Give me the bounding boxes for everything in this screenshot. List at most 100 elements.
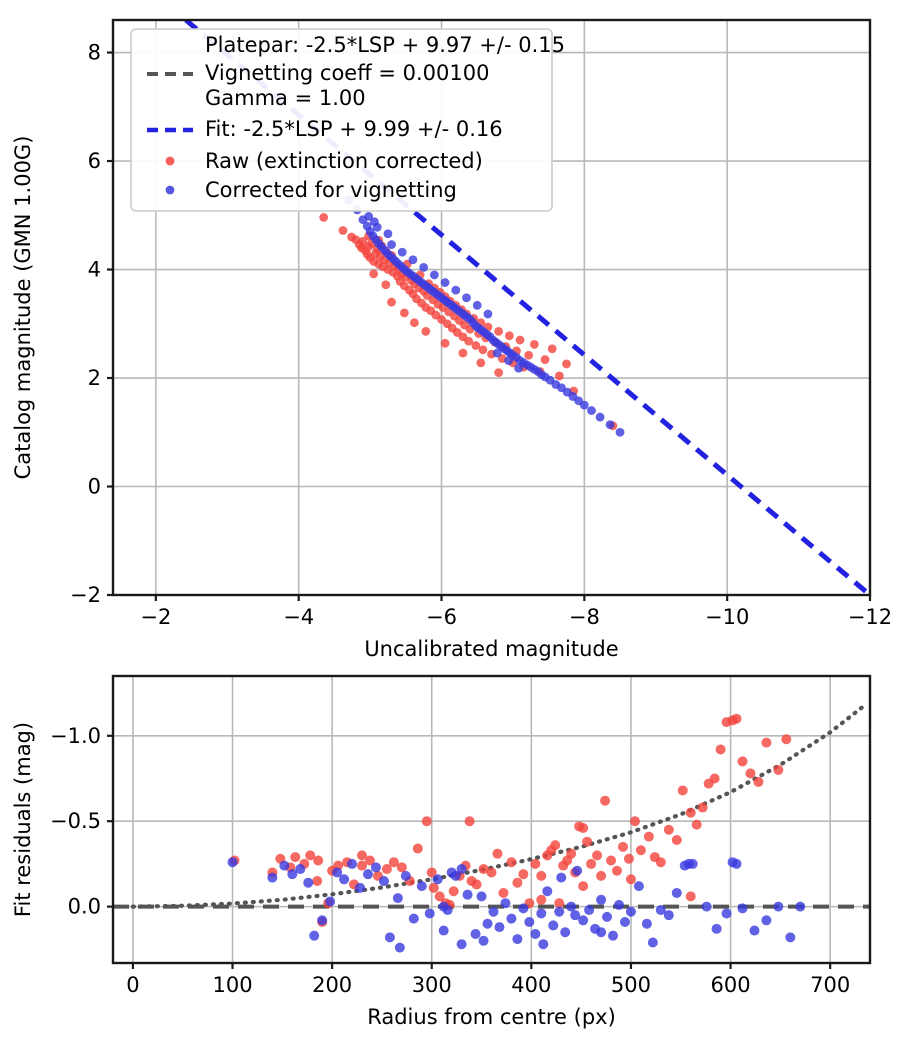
data-point: [303, 877, 314, 888]
data-point: [498, 887, 509, 898]
tick-label-y: −1.0: [50, 724, 101, 748]
data-point: [711, 923, 722, 934]
data-point: [500, 898, 511, 909]
data-point: [494, 326, 504, 336]
tick-label-y: 6: [88, 149, 101, 173]
data-point: [440, 278, 450, 287]
data-point: [671, 835, 682, 845]
legend-label-2: Gamma = 1.00: [205, 86, 366, 110]
data-point: [761, 915, 772, 926]
data-point: [408, 913, 419, 924]
data-point: [325, 896, 336, 907]
data-point: [617, 841, 628, 852]
data-point: [701, 901, 712, 912]
data-point: [556, 872, 567, 883]
data-point: [412, 843, 423, 854]
data-point: [518, 869, 529, 880]
tick-label-x: 300: [412, 973, 452, 997]
data-point: [721, 908, 732, 919]
plot-area: [113, 702, 870, 953]
data-point: [613, 899, 624, 910]
data-point: [540, 355, 550, 364]
data-point: [554, 906, 565, 917]
y-axis-label: Catalog magnitude (GMN 1.00G): [11, 136, 35, 480]
data-point: [550, 840, 561, 851]
data-point: [357, 850, 368, 861]
legend-label-0: Platepar: -2.5*LSP + 9.97 +/- 0.15: [205, 33, 565, 57]
data-point: [370, 862, 381, 873]
tick-label-y: −0.5: [50, 809, 101, 833]
data-point: [731, 858, 742, 869]
tick-label-x: 200: [312, 973, 352, 997]
data-point: [625, 874, 636, 885]
tick-label-x: −4: [283, 605, 314, 629]
data-point: [462, 889, 473, 900]
data-point: [486, 867, 497, 878]
axes-frame: [111, 18, 872, 597]
data-point: [472, 300, 482, 310]
data-point: [529, 339, 539, 349]
legend-label-4: Raw (extinction corrected): [205, 149, 483, 173]
data-point: [442, 905, 453, 916]
data-point: [440, 338, 450, 348]
data-point: [635, 845, 646, 856]
data-point: [384, 932, 395, 943]
x-axis-label: Radius from centre (px): [367, 1005, 616, 1029]
tick-label-y: 0.0: [68, 895, 101, 919]
data-point: [608, 930, 619, 941]
data-point: [538, 939, 549, 950]
data-point: [492, 848, 503, 859]
data-point: [643, 831, 654, 842]
data-point: [358, 236, 368, 246]
data-point: [578, 915, 589, 926]
data-point: [596, 927, 607, 938]
data-point: [663, 824, 674, 835]
y-axis-label: Fit residuals (mag): [11, 722, 35, 917]
data-point: [488, 906, 499, 917]
data-point: [602, 911, 613, 922]
data-point: [381, 280, 391, 290]
data-point: [524, 917, 535, 927]
data-point: [685, 891, 696, 902]
legend-box: [130, 28, 553, 212]
data-point: [312, 876, 323, 886]
data-point: [448, 886, 459, 897]
legend-handle-raw-dot: [165, 156, 175, 166]
data-point: [494, 368, 504, 377]
data-point: [364, 855, 375, 866]
data-point: [506, 857, 517, 868]
data-point: [781, 734, 792, 745]
data-point: [584, 905, 595, 916]
data-point: [388, 857, 399, 868]
data-point: [715, 744, 726, 755]
data-point: [319, 213, 329, 222]
data-point: [432, 874, 443, 885]
legend-handle-corrected-dot: [165, 185, 175, 195]
x-axis-label: Uncalibrated magnitude: [364, 637, 618, 661]
data-point: [647, 937, 658, 948]
data-point: [737, 756, 748, 767]
tick-label-x: −10: [705, 605, 749, 629]
tick-label-x: −6: [426, 605, 457, 629]
data-point: [536, 870, 547, 881]
data-point: [347, 858, 358, 869]
data-point: [562, 359, 571, 369]
axes-frame: [111, 674, 872, 965]
data-point: [313, 855, 324, 866]
data-point: [419, 262, 429, 272]
tick-label-y: 4: [88, 258, 101, 282]
data-point: [267, 872, 278, 883]
data-point: [685, 807, 696, 818]
data-point: [506, 913, 517, 924]
data-point: [731, 713, 742, 724]
data-point: [478, 935, 489, 946]
data-point: [697, 802, 708, 813]
data-point: [518, 903, 529, 914]
data-point: [514, 363, 524, 373]
data-point: [625, 906, 636, 917]
data-point: [392, 893, 403, 904]
data-point: [456, 864, 467, 875]
data-point: [396, 862, 407, 873]
data-point: [530, 928, 541, 939]
